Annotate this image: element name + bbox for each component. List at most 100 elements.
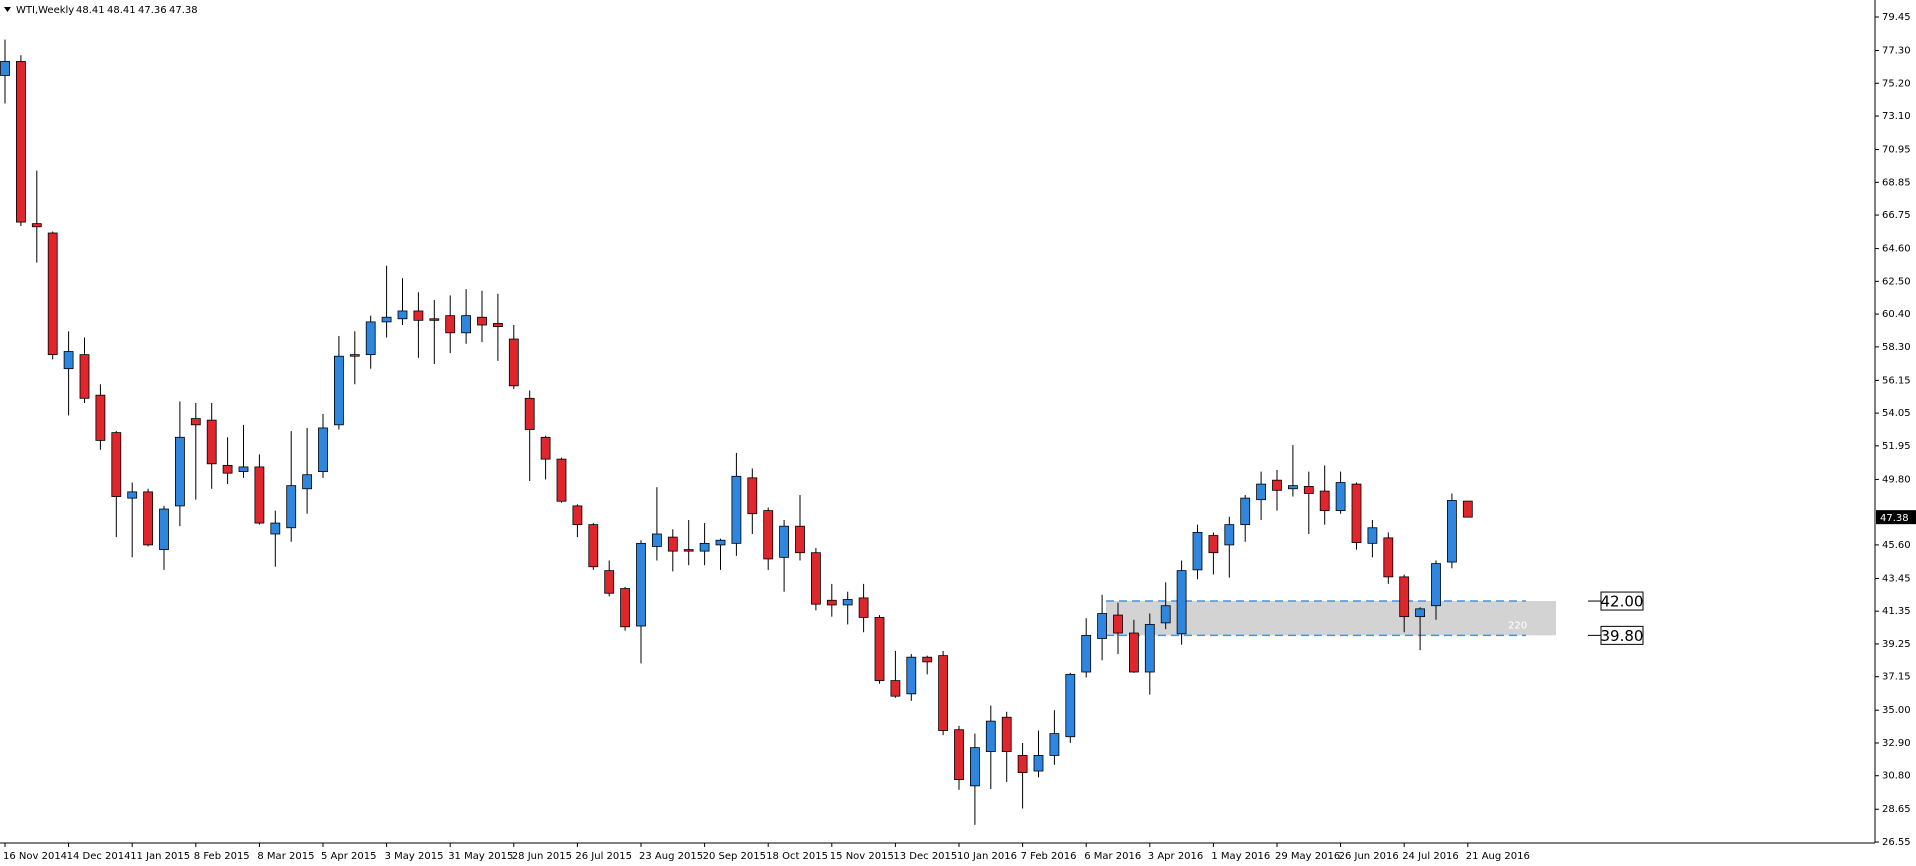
- candle-body: [1351, 483, 1362, 543]
- candle-body: [842, 599, 853, 606]
- candle-body: [1176, 570, 1187, 635]
- y-tick-label: 45.60: [1882, 540, 1911, 551]
- y-tick-label: 28.65: [1882, 804, 1911, 815]
- x-tick-label: 21 Aug 2016: [1466, 851, 1530, 862]
- candle-body: [222, 464, 233, 474]
- candle-body: [763, 510, 774, 560]
- candle-body: [254, 466, 265, 524]
- candle-body: [540, 436, 551, 460]
- candle-body: [1383, 537, 1394, 578]
- candle-body: [477, 316, 487, 326]
- candle-body: [890, 680, 901, 697]
- x-tick-label: 26 Jun 2016: [1339, 851, 1399, 862]
- zone-label-box: [1600, 625, 1644, 645]
- candle-body: [63, 351, 74, 370]
- x-tick-label: 31 May 2015: [448, 851, 513, 862]
- y-tick-label: 77.30: [1882, 46, 1911, 57]
- header-close: 47.38: [169, 5, 198, 16]
- menu-arrow[interactable]: [4, 7, 11, 12]
- candle-body: [95, 394, 106, 441]
- candle-body: [667, 536, 678, 552]
- candle-body: [1081, 634, 1092, 673]
- candle-body: [143, 491, 154, 546]
- y-tick-label: 62.50: [1882, 276, 1911, 287]
- candle-body: [1367, 527, 1378, 544]
- x-tick-label: 11 Jan 2015: [130, 851, 190, 862]
- candle-body: [492, 323, 503, 327]
- y-tick-label: 56.15: [1882, 375, 1911, 386]
- x-tick-label: 26 Jul 2015: [575, 851, 632, 862]
- candle-body: [1049, 733, 1060, 756]
- y-tick-label: 32.90: [1882, 738, 1911, 749]
- candle-body: [47, 232, 58, 356]
- x-tick-label: 6 Mar 2016: [1084, 851, 1141, 862]
- candle-body: [985, 720, 996, 752]
- candle-body: [429, 318, 440, 321]
- y-tick-label: 79.45: [1882, 12, 1911, 23]
- candle-body: [858, 597, 869, 618]
- candle-body: [747, 477, 758, 515]
- x-tick-label: 16 Nov 2014: [3, 851, 67, 862]
- candle-body: [1065, 673, 1076, 738]
- candle-body: [572, 505, 583, 526]
- candle-body: [381, 316, 392, 323]
- candle-body: [1001, 716, 1012, 752]
- y-tick-label: 73.10: [1882, 111, 1911, 122]
- candle-body: [349, 354, 360, 357]
- x-tick-label: 5 Apr 2015: [321, 851, 376, 862]
- header-high: 48.41: [107, 5, 136, 16]
- candle-body: [811, 552, 821, 605]
- header-low: 47.36: [138, 5, 167, 16]
- y-tick-label: 37.15: [1882, 672, 1911, 683]
- candle-body: [1129, 632, 1139, 673]
- y-tick-label: 68.85: [1882, 177, 1911, 188]
- header-open: 48.41: [76, 5, 105, 16]
- candle-body: [461, 315, 472, 334]
- candle-body: [365, 321, 376, 356]
- y-tick-label: 60.40: [1882, 309, 1911, 320]
- candle-body: [1113, 614, 1123, 634]
- candle-body: [874, 617, 885, 681]
- x-tick-label: 15 Nov 2015: [830, 851, 894, 862]
- candle-body: [922, 656, 933, 663]
- candle-body: [286, 485, 297, 529]
- candle-body: [604, 570, 615, 594]
- x-tick-label: 24 Jul 2016: [1402, 851, 1459, 862]
- y-tick-label: 75.20: [1882, 78, 1911, 89]
- y-tick-label: 39.25: [1882, 639, 1911, 650]
- y-tick-label: 51.95: [1882, 441, 1911, 452]
- candle-body: [1319, 490, 1330, 511]
- x-tick-label: 3 Apr 2016: [1148, 851, 1203, 862]
- candle-body: [970, 747, 980, 787]
- candle-body: [556, 458, 567, 502]
- x-tick-label: 8 Feb 2015: [194, 851, 250, 862]
- candle-body: [190, 418, 201, 426]
- candle-body: [127, 491, 138, 499]
- zone: [1106, 601, 1556, 636]
- x-tick-label: 7 Feb 2016: [1021, 851, 1077, 862]
- candle-body: [79, 354, 90, 399]
- x-tick-label: 1 May 2016: [1211, 851, 1270, 862]
- candle-body: [159, 508, 169, 550]
- candle-body: [779, 525, 789, 558]
- candle-body: [1208, 535, 1219, 554]
- x-tick-label: 23 Aug 2015: [639, 851, 703, 862]
- price-tag-label: 47.38: [1880, 513, 1909, 524]
- y-tick-label: 43.45: [1882, 573, 1911, 584]
- candle-body: [699, 542, 710, 552]
- y-tick-label: 70.95: [1882, 145, 1911, 156]
- y-tick-label: 49.80: [1882, 474, 1911, 485]
- candle-body: [445, 315, 456, 334]
- candle-body: [174, 436, 185, 507]
- candle-body: [1097, 613, 1107, 639]
- candle-body: [620, 588, 630, 628]
- x-tick-label: 13 Dec 2015: [893, 851, 957, 862]
- candle-body: [1431, 563, 1441, 607]
- candle-body: [1303, 486, 1314, 494]
- candle-body: [111, 432, 122, 497]
- zone-text: 220: [1508, 620, 1527, 631]
- symbol: WTI,Weekly: [16, 5, 74, 16]
- candle-body: [652, 533, 662, 547]
- candle-body: [826, 599, 837, 606]
